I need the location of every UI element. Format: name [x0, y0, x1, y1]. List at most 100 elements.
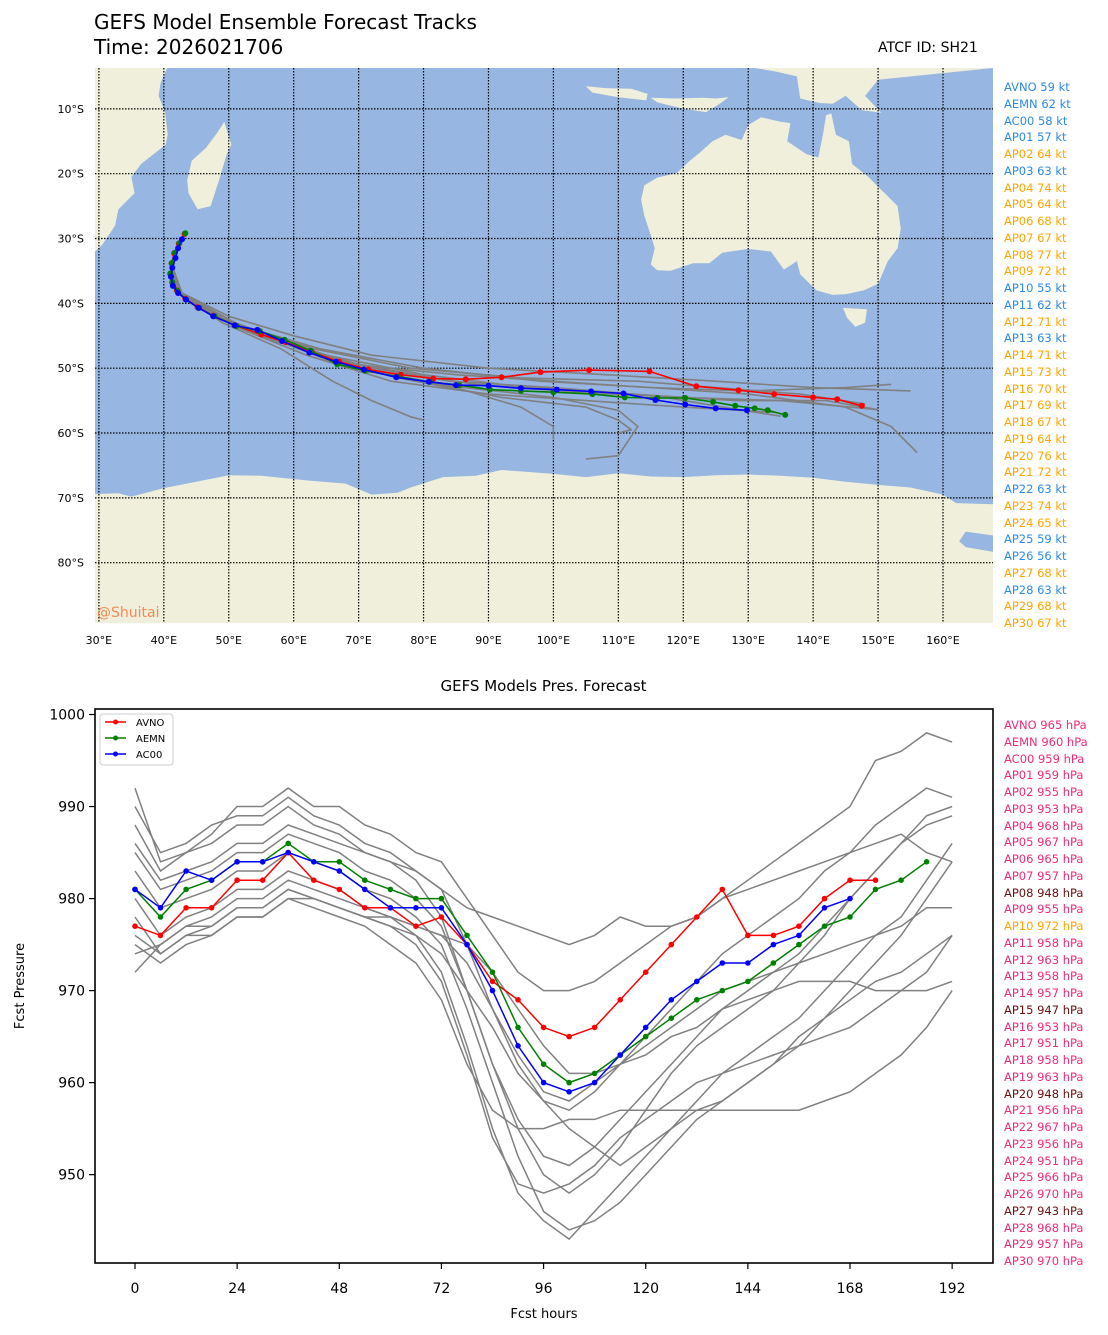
- ensemble-pressure-line: [134, 879, 953, 1102]
- wind-list-item: AP24 65 kt: [1004, 515, 1067, 530]
- data-point: [157, 905, 164, 911]
- watermark: @Shuitai: [97, 605, 159, 621]
- data-point: [668, 941, 675, 948]
- series-aemn: [132, 840, 930, 1086]
- track-line: [170, 238, 747, 412]
- legend-marker: [113, 751, 118, 757]
- data-point: [515, 1043, 521, 1049]
- atcf-id: ATCF ID: SH21: [878, 40, 978, 56]
- lat-tick-label: 20°S: [58, 168, 84, 181]
- y-tick-label: 960: [58, 1076, 85, 1092]
- y-tick-label: 950: [58, 1168, 85, 1184]
- series-line: [134, 842, 928, 1084]
- x-tick-label: 144: [734, 1281, 761, 1297]
- data-point: [872, 886, 879, 893]
- pressure-list-item: AP16 953 hPa: [1004, 1019, 1084, 1034]
- data-point: [617, 1052, 623, 1058]
- wind-list-item: AP10 55 kt: [1004, 281, 1067, 295]
- ensemble-pressure-line: [134, 732, 953, 992]
- track-point: [858, 402, 865, 409]
- track-point: [732, 402, 739, 409]
- track-point: [620, 390, 627, 397]
- ensemble-pressure-line: [134, 851, 953, 1231]
- data-point: [489, 969, 496, 975]
- y-tick-label: 990: [58, 800, 85, 816]
- track-point: [588, 388, 595, 395]
- wind-list-item: AP04 74 kt: [1004, 180, 1067, 195]
- track-point: [693, 383, 700, 390]
- legend-box: [99, 713, 174, 766]
- track-point: [179, 236, 185, 243]
- data-point: [821, 923, 828, 929]
- legend-marker: [113, 735, 118, 741]
- map-title: GEFS Model Ensemble Forecast Tracks: [94, 10, 477, 34]
- data-point: [770, 960, 777, 966]
- track-point: [462, 376, 469, 383]
- data-point: [464, 932, 470, 939]
- data-point: [923, 859, 930, 865]
- data-point: [796, 932, 802, 939]
- wind-list-item: AP03 63 kt: [1004, 163, 1067, 178]
- pressure-list-item: AC00 959 hPa: [1004, 751, 1085, 766]
- data-point: [387, 886, 394, 893]
- y-tick-label: 1000: [49, 708, 85, 724]
- pressure-list-item: AP09 955 hPa: [1004, 902, 1084, 917]
- track-point: [172, 255, 179, 261]
- track-point: [195, 304, 202, 311]
- wind-list-item: AP06 68 kt: [1004, 214, 1067, 228]
- track-point: [169, 264, 176, 271]
- data-point: [413, 905, 419, 911]
- lon-tick-label: 150°E: [861, 634, 894, 647]
- data-point: [540, 1024, 547, 1031]
- lon-tick-label: 30°E: [86, 634, 112, 647]
- data-point: [336, 886, 343, 893]
- pressure-list-item: AP03 953 hPa: [1004, 801, 1084, 816]
- pressure-list-item: AP22 967 hPa: [1004, 1120, 1084, 1134]
- data-point: [591, 1079, 598, 1086]
- ensemble-track: [170, 235, 879, 411]
- track-point: [306, 349, 313, 356]
- track-point: [453, 382, 459, 389]
- main-pressure-lines: [132, 840, 930, 1095]
- lat-tick-label: 40°S: [58, 297, 84, 310]
- lon-tick-label: 110°E: [602, 634, 635, 647]
- lon-tick-label: 140°E: [796, 634, 829, 647]
- land-africa: [95, 68, 168, 252]
- pressure-list-item: AP08 948 hPa: [1004, 885, 1084, 900]
- ensemble-pressure-line: [134, 842, 953, 1241]
- main-tracks: [167, 230, 865, 418]
- track-point: [751, 405, 758, 412]
- track-point: [682, 395, 689, 401]
- pressure-list-item: AP14 957 hPa: [1004, 986, 1084, 1000]
- data-point: [183, 868, 189, 874]
- lon-tick-label: 120°E: [667, 634, 700, 647]
- land-indonesia1: [585, 86, 648, 101]
- data-point: [259, 877, 266, 883]
- data-point: [311, 859, 317, 865]
- pressure-list-item: AP12 963 hPa: [1004, 952, 1084, 967]
- pressure-list-item: AP19 963 hPa: [1004, 1069, 1084, 1084]
- track-point: [782, 411, 789, 418]
- x-axis-label: Fcst hours: [510, 1307, 577, 1322]
- wind-list-item: AC00 58 kt: [1004, 113, 1068, 128]
- ensemble-pressure-line: [134, 824, 953, 946]
- lat-tick-label: 60°S: [58, 427, 84, 440]
- track-point: [231, 322, 238, 329]
- data-point: [617, 997, 623, 1003]
- wind-list-item: AVNO 59 kt: [1004, 80, 1070, 94]
- track-point: [517, 385, 524, 392]
- wind-list-item: AP29 68 kt: [1004, 599, 1067, 614]
- ensemble-pressure-line: [134, 805, 953, 1195]
- legend-label: AVNO: [136, 718, 165, 729]
- wind-list-item: AP05 64 kt: [1004, 197, 1067, 212]
- data-point: [847, 914, 853, 920]
- series-line: [134, 851, 876, 1038]
- data-point: [413, 923, 419, 929]
- wind-list-item: AP01 57 kt: [1004, 130, 1067, 145]
- data-point: [872, 877, 879, 883]
- wind-list-item: AP02 64 kt: [1004, 147, 1067, 161]
- data-point: [796, 923, 802, 929]
- x-tick-label: 120: [632, 1281, 659, 1297]
- land-madagascar: [187, 121, 232, 210]
- pressure-list-item: AP11 958 hPa: [1004, 935, 1084, 950]
